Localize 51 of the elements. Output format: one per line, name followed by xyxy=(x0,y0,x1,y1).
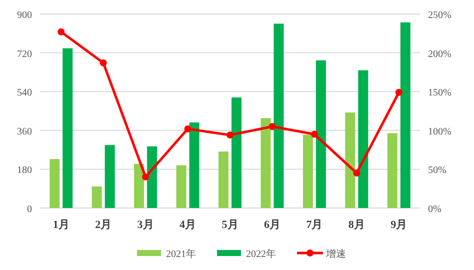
bar xyxy=(260,118,271,208)
point xyxy=(226,132,234,139)
y-tick-label: 360 xyxy=(17,126,32,138)
x-tick-label: 6月 xyxy=(264,219,280,231)
bar xyxy=(345,112,356,208)
y2-tick-label: 0% xyxy=(428,204,442,215)
y-tick-label: 900 xyxy=(17,10,32,21)
point xyxy=(395,88,402,96)
x-tick-label: 5月 xyxy=(222,219,238,231)
legend-label: 2022年 xyxy=(246,248,276,260)
bar xyxy=(62,48,73,208)
point xyxy=(142,173,150,180)
x-tick-label: 2月 xyxy=(95,219,112,231)
x-tick-label: 3月 xyxy=(137,219,154,231)
bar xyxy=(147,146,158,208)
bar xyxy=(232,97,242,208)
x-tick-label: 4月 xyxy=(180,219,196,231)
x-tick-label: 1月 xyxy=(52,219,70,231)
bar xyxy=(316,60,326,208)
y-tick-label: 0 xyxy=(27,204,32,215)
bar xyxy=(387,133,398,208)
legend-label: 增速 xyxy=(325,248,346,260)
point xyxy=(268,123,276,130)
bar xyxy=(274,24,284,208)
y-tick-label: 720 xyxy=(17,48,32,60)
y2-tick-label: 250% xyxy=(428,10,452,21)
bar xyxy=(218,152,228,208)
legend-label: 2021年 xyxy=(166,248,196,260)
bar xyxy=(302,134,313,208)
bar xyxy=(104,145,115,208)
bar xyxy=(358,70,368,208)
point xyxy=(310,130,318,138)
y2-tick-label: 200% xyxy=(428,48,452,60)
bar xyxy=(400,22,410,208)
y2-tick-label: 50% xyxy=(428,165,446,176)
y2-tick-label: 100% xyxy=(428,126,452,138)
x-tick-label: 7月 xyxy=(306,219,323,231)
x-tick-label: 9月 xyxy=(390,219,408,231)
bar xyxy=(176,165,186,208)
bar xyxy=(134,164,144,208)
point xyxy=(353,170,360,177)
bar xyxy=(92,186,102,208)
y-tick-label: 540 xyxy=(17,88,32,99)
bar xyxy=(189,122,200,208)
point xyxy=(58,28,65,36)
point xyxy=(184,125,192,132)
point xyxy=(100,59,107,66)
y-tick-label: 180 xyxy=(17,165,32,176)
x-tick-label: 8月 xyxy=(348,219,365,231)
y2-tick-label: 150% xyxy=(428,88,452,99)
bar xyxy=(50,159,60,208)
